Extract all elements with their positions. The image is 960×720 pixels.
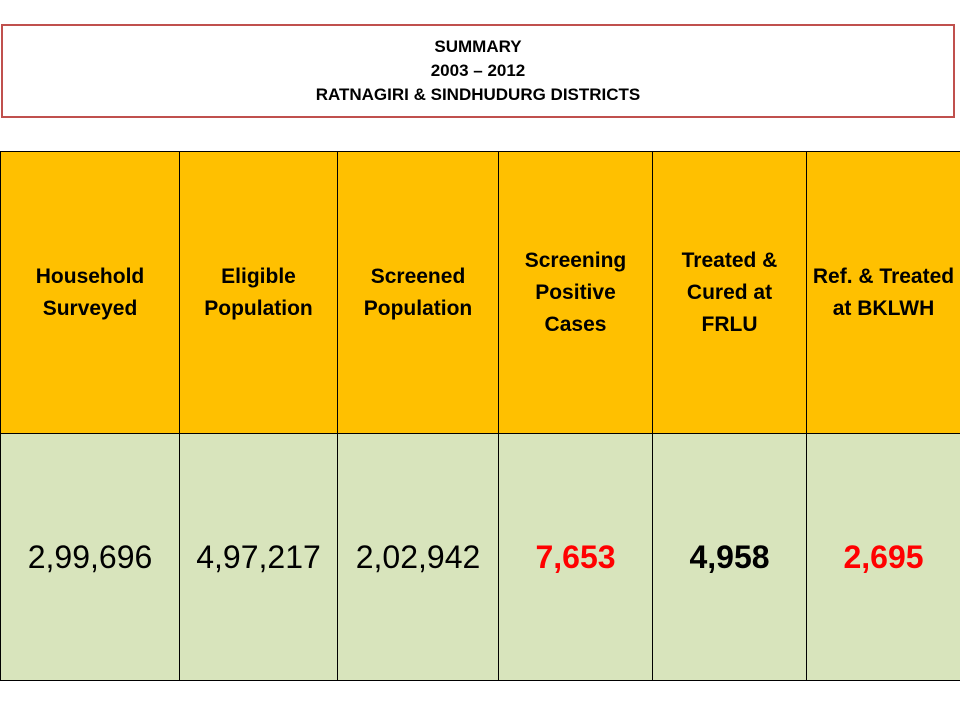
header-row: Household Surveyed Eligible Population S… (0, 151, 960, 434)
header-treated-cured-frlu: Treated & Cured at FRLU (652, 151, 807, 434)
title-box: SUMMARY 2003 – 2012 RATNAGIRI & SINDHUDU… (1, 24, 955, 118)
header-ref-treated-bklwh: Ref. & Treated at BKLWH (806, 151, 960, 434)
value-ref-treated-bklwh: 2,695 (806, 433, 960, 681)
value-household-surveyed: 2,99,696 (0, 433, 180, 681)
header-screened-population: Screened Population (337, 151, 499, 434)
value-screened-population: 2,02,942 (337, 433, 499, 681)
header-screening-positive-cases: Screening Positive Cases (498, 151, 653, 434)
title-districts: RATNAGIRI & SINDHUDURG DISTRICTS (315, 85, 641, 104)
value-treated-cured-frlu: 4,958 (652, 433, 807, 681)
value-row: 2,99,696 4,97,217 2,02,942 7,653 4,958 2… (0, 433, 960, 681)
value-screening-positive-cases: 7,653 (498, 433, 653, 681)
title-summary: SUMMARY (434, 37, 522, 56)
summary-table: Household Surveyed Eligible Population S… (0, 151, 960, 681)
header-eligible-population: Eligible Population (179, 151, 338, 434)
header-household-surveyed: Household Surveyed (0, 151, 180, 434)
title-years: 2003 – 2012 (430, 61, 526, 80)
value-eligible-population: 4,97,217 (179, 433, 338, 681)
